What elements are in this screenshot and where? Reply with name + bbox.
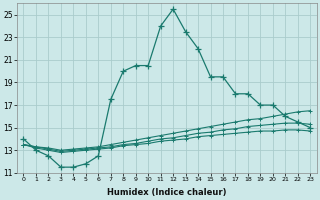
X-axis label: Humidex (Indice chaleur): Humidex (Indice chaleur) <box>107 188 227 197</box>
